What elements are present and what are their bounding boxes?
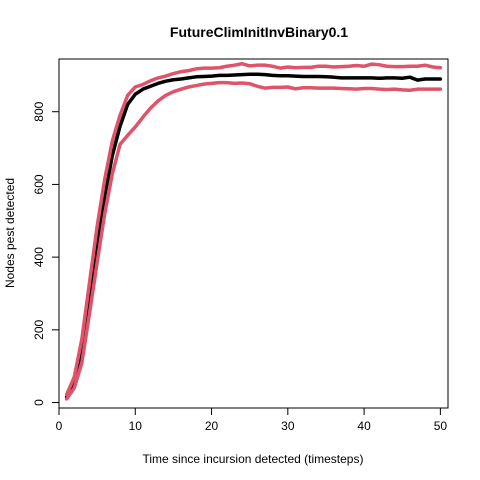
series-layer [64,61,443,401]
series-line-3 [64,80,443,401]
y-tick-label: 200 [32,320,46,340]
plot-area [58,58,449,409]
y-tick-label: 600 [32,174,46,194]
chart-title: FutureClimInitInvBinary0.1 [170,24,348,40]
series-line-1 [64,72,443,399]
x-tick-label: 10 [129,419,143,433]
y-tick-label: 0 [32,399,46,406]
y-tick-label: 800 [32,101,46,121]
y-tick-label: 400 [32,247,46,267]
x-tick-label: 20 [205,419,219,433]
x-tick-label: 0 [56,419,63,433]
x-axis-label: Time since incursion detected (timesteps… [143,452,364,466]
x-axis: 0 10 20 30 40 50 [56,407,448,433]
x-tick-label: 50 [434,419,448,433]
series-line-2 [64,61,443,397]
x-tick-label: 40 [357,419,371,433]
y-axis-label: Nodes pest detected [3,178,17,288]
y-axis: 0 200 400 600 800 [32,101,60,406]
x-tick-label: 30 [281,419,295,433]
